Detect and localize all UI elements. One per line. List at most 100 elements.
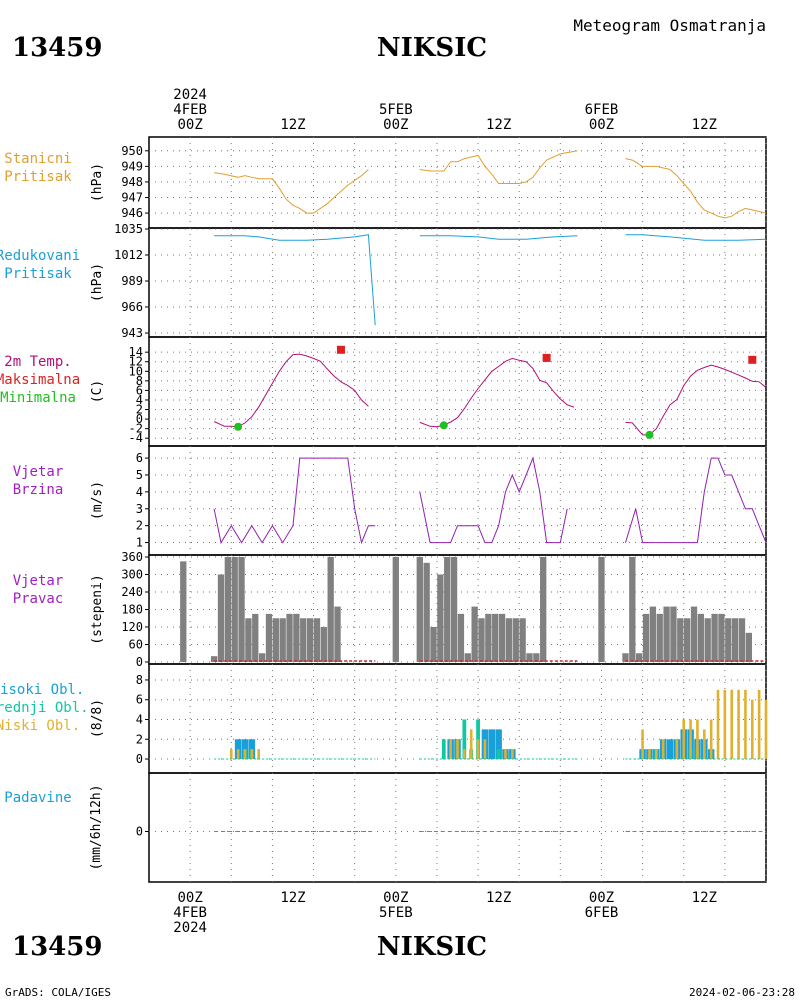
series-line-reduced_pressure bbox=[419, 235, 578, 240]
y-axis-unit: (stepeni) bbox=[90, 574, 105, 644]
wind-direction-bar bbox=[210, 656, 218, 662]
cloud-bar bbox=[496, 749, 501, 760]
y-axis-unit: (m/s) bbox=[90, 481, 105, 520]
series-line-temperature bbox=[419, 357, 575, 428]
y-axis-unit: (hPa) bbox=[90, 163, 105, 202]
cloud-bar bbox=[709, 719, 713, 760]
bottom-time-label: 12Z bbox=[280, 890, 305, 906]
panel-label: Stanicni bbox=[4, 151, 71, 167]
wind-direction-bar bbox=[279, 618, 286, 662]
panel-frame-reduced_pressure bbox=[148, 227, 767, 338]
y-tick-label: 2 bbox=[136, 732, 143, 746]
cloud-bar bbox=[511, 749, 514, 760]
wind-direction-bar bbox=[416, 557, 423, 662]
wind-direction-bar bbox=[512, 618, 519, 662]
cloud-bar bbox=[675, 739, 679, 760]
cloud-bar bbox=[723, 689, 727, 760]
series-line-wind_speed bbox=[213, 457, 376, 545]
cloud-bar bbox=[243, 749, 247, 760]
wind-direction-bar bbox=[731, 618, 739, 662]
wind-direction-bar bbox=[526, 653, 533, 662]
y-tick-label: 240 bbox=[121, 585, 143, 599]
cloud-bar bbox=[757, 689, 761, 760]
cloud-bar bbox=[655, 749, 658, 760]
panel-label: Vjetar bbox=[13, 573, 64, 589]
series-line-wind_speed bbox=[625, 457, 767, 544]
cloud-bar bbox=[702, 729, 706, 760]
tmin-marker bbox=[234, 422, 243, 431]
top-time-label: 6FEB bbox=[585, 102, 619, 118]
wind-direction-bar bbox=[498, 613, 506, 662]
wind-direction-bar bbox=[738, 618, 746, 662]
wind-direction-bar bbox=[238, 557, 245, 662]
cloud-bar bbox=[648, 749, 651, 760]
top-time-label: 12Z bbox=[692, 117, 717, 133]
top-time-label: 00Z bbox=[589, 117, 614, 133]
y-tick-label: 966 bbox=[121, 300, 143, 314]
cloud-bar bbox=[257, 749, 260, 760]
y-tick-label: 14 bbox=[129, 345, 143, 359]
bottom-time-label: 12Z bbox=[692, 890, 717, 906]
wind-direction-bar bbox=[444, 557, 451, 662]
wind-direction-bar bbox=[598, 557, 605, 662]
y-tick-label: 950 bbox=[121, 144, 143, 158]
wind-direction-bar bbox=[286, 613, 293, 662]
y-tick-label: 3 bbox=[136, 502, 143, 516]
wind-direction-bar bbox=[293, 613, 300, 662]
y-tick-label: 300 bbox=[121, 568, 143, 582]
y-tick-label: 10 bbox=[129, 364, 143, 378]
panel-label: Padavine bbox=[4, 790, 71, 806]
cloud-bar bbox=[236, 749, 240, 760]
panel-label: Niski Obl. bbox=[0, 718, 80, 734]
top-time-label: 5FEB bbox=[379, 102, 413, 118]
wind-direction-bar bbox=[656, 613, 663, 662]
bottom-time-label: 6FEB bbox=[585, 905, 619, 921]
wind-direction-bar bbox=[272, 618, 279, 662]
cloud-bar bbox=[682, 719, 686, 760]
wind-direction-bar bbox=[423, 562, 430, 662]
cloud-bar bbox=[250, 749, 254, 760]
y-tick-label: 947 bbox=[121, 191, 143, 205]
y-tick-label: 1 bbox=[136, 536, 143, 550]
wind-direction-bar bbox=[642, 613, 650, 662]
top-time-label: 12Z bbox=[486, 117, 511, 133]
wind-direction-bar bbox=[217, 574, 225, 662]
cloud-bar bbox=[716, 689, 720, 760]
grads-credit: GrADS: COLA/IGES bbox=[5, 986, 111, 999]
y-tick-label: 989 bbox=[121, 274, 143, 288]
panel-label: Brzina bbox=[13, 482, 64, 498]
top-time-label: 2024 bbox=[173, 87, 207, 103]
cloud-bar bbox=[456, 739, 459, 760]
wind-direction-bar bbox=[745, 632, 753, 662]
panel-label: Minimalna bbox=[0, 390, 76, 406]
wind-direction-bar bbox=[684, 618, 691, 662]
tmax-marker bbox=[542, 353, 551, 362]
cloud-bar bbox=[449, 739, 452, 760]
series-line-wind_speed bbox=[419, 456, 568, 544]
wind-direction-bar bbox=[252, 613, 259, 662]
wind-direction-bar bbox=[697, 613, 705, 662]
y-tick-label: 6 bbox=[136, 693, 143, 707]
y-tick-label: -2 bbox=[129, 422, 143, 436]
cloud-bar bbox=[696, 719, 699, 760]
wind-direction-bar bbox=[450, 557, 458, 662]
series-line-station_pressure bbox=[214, 169, 369, 214]
tmax-marker bbox=[336, 345, 345, 354]
wind-direction-bar bbox=[622, 653, 629, 662]
wind-direction-bar bbox=[478, 618, 485, 662]
wind-direction-bar bbox=[636, 653, 643, 662]
panel-frame-wind_speed bbox=[148, 445, 767, 556]
bottom-time-label: 4FEB bbox=[173, 905, 207, 921]
y-tick-label: 6 bbox=[136, 383, 143, 397]
y-tick-label: 8 bbox=[136, 374, 143, 388]
wind-direction-bar bbox=[231, 557, 238, 662]
cloud-bar bbox=[463, 749, 466, 760]
wind-direction-bar bbox=[457, 613, 465, 662]
series-line-reduced_pressure bbox=[214, 234, 376, 326]
cloud-bar bbox=[229, 749, 233, 760]
cloud-bar bbox=[495, 729, 502, 760]
cloud-bar bbox=[462, 719, 467, 760]
tmin-marker bbox=[439, 421, 448, 430]
cloud-bar bbox=[641, 729, 644, 760]
